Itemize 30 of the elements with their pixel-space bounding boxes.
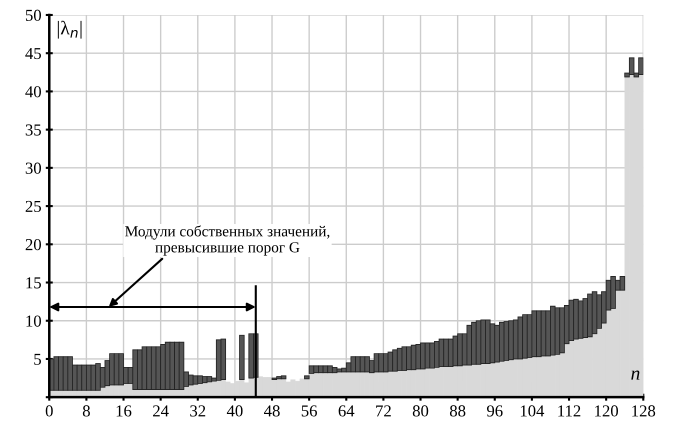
x-tick-label: 40 — [226, 405, 243, 417]
y-tick-label: 25 — [26, 200, 41, 212]
y-tick-label: 10 — [26, 315, 41, 327]
x-tick-label: 104 — [520, 405, 544, 417]
x-tick-label: 96 — [486, 405, 503, 417]
x-tick-label: 64 — [338, 405, 354, 417]
y-tick-label: 30 — [26, 162, 41, 174]
y-tick-label: 50 — [26, 10, 41, 21]
y-axis-title: |λ$_{n}$| — [58, 20, 82, 39]
x-tick-label: 8 — [82, 405, 90, 417]
x-tick-label: 32 — [190, 405, 206, 417]
y-tick-label: 20 — [26, 239, 41, 250]
x-tick-label: 88 — [450, 405, 466, 417]
x-tick-label: 80 — [412, 405, 428, 417]
annotation: Модули собственных значений, превысившие порог G — [125, 225, 330, 256]
x-axis-title: n — [631, 370, 640, 380]
x-tick-label: 48 — [264, 405, 280, 417]
y-tick-label: 45 — [25, 48, 41, 60]
y-tick-label: 35 — [26, 124, 41, 136]
x-tick-label: 128 — [632, 405, 656, 417]
y-tick-label: 5 — [34, 354, 41, 365]
x-tick-label: 112 — [558, 405, 580, 416]
y-tick-label: 15 — [26, 277, 41, 288]
x-tick-label: 24 — [153, 405, 169, 416]
x-tick-label: 0 — [46, 405, 53, 417]
y-tick-label: 40 — [25, 86, 41, 98]
x-tick-label: 56 — [302, 405, 317, 417]
x-tick-label: 72 — [376, 405, 391, 416]
x-tick-label: 120 — [595, 405, 618, 417]
x-tick-label: 16 — [116, 405, 132, 417]
